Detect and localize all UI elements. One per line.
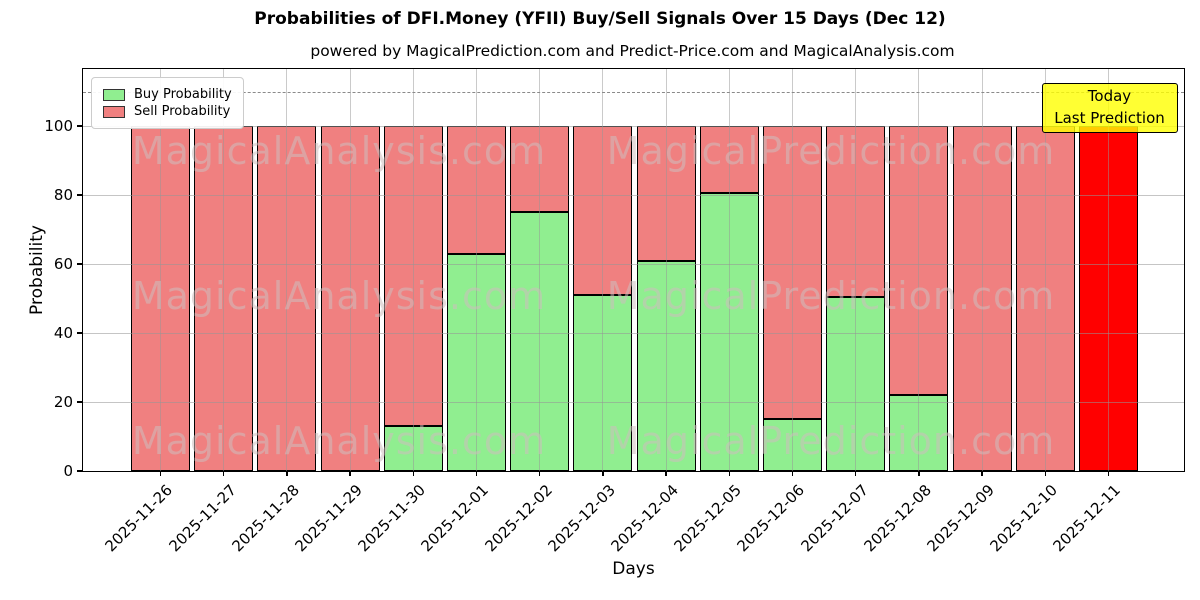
x-tick-2025-11-26: [159, 471, 162, 476]
today-annotation-line1: Today: [1087, 87, 1132, 105]
x-tick-2025-12-09: [981, 471, 983, 476]
x-tick-label-2025-12-11: 2025-12-11: [1049, 481, 1125, 556]
y-tick-0: [77, 470, 82, 472]
x-tick-2025-12-07: [855, 471, 857, 476]
watermark-analysis: MagicalAnalysis.com: [131, 274, 547, 318]
buy-color-swatch: [103, 88, 125, 101]
v-gridline-2: [286, 69, 288, 471]
x-tick-2025-12-08: [918, 471, 920, 476]
x-tick-2025-12-11: [1107, 471, 1110, 476]
chart-title: Probabilities of DFI.Money (YFII) Buy/Se…: [254, 9, 946, 29]
watermark-prediction: MagicalPrediction.com: [606, 129, 1056, 173]
watermark-analysis: MagicalAnalysis.com: [131, 419, 547, 463]
y-tick-label-0: 0: [63, 462, 73, 480]
plot-area: Probability 0 20 40 60 80 100 MagicalAnalysis.…: [27, 68, 1185, 579]
x-tick-2025-12-06: [791, 471, 794, 476]
y-tick-label-20: 20: [53, 393, 73, 411]
y-tick-80: [77, 194, 82, 196]
v-gridline-4: [412, 69, 414, 471]
v-gridline-15: [1108, 69, 1109, 471]
watermark-prediction: MagicalPrediction.com: [606, 419, 1056, 463]
legend: Buy Probability Sell Probability: [91, 77, 244, 129]
legend-label-buy: Buy Probability: [134, 87, 232, 102]
chart-subtitle: powered by MagicalPrediction.com and Pre…: [310, 42, 955, 60]
v-gridline-7: [602, 69, 604, 471]
v-gridline-5: [476, 69, 477, 471]
x-tick-2025-12-03: [602, 471, 604, 476]
legend-item-buy: Buy Probability: [103, 87, 232, 102]
y-tick-60: [77, 263, 82, 265]
x-tick-2025-12-01: [475, 471, 478, 476]
y-tick-100: [77, 125, 82, 127]
h-gridline-80: [83, 195, 1184, 196]
legend-label-sell: Sell Probability: [134, 104, 231, 119]
h-gridline-40: [83, 333, 1184, 334]
h-gridline-100: [83, 126, 1184, 127]
x-tick-2025-12-04: [665, 471, 667, 476]
x-tick-2025-11-29: [349, 471, 351, 476]
legend-item-sell: Sell Probability: [103, 104, 232, 119]
watermark-prediction: MagicalPrediction.com: [606, 274, 1056, 318]
v-gridline-9: [728, 69, 730, 471]
v-gridline-10: [792, 69, 793, 471]
x-tick-2025-11-28: [286, 471, 288, 476]
v-gridline-6: [539, 69, 541, 471]
x-tick-2025-11-30: [412, 471, 414, 476]
v-gridline-1: [223, 69, 225, 471]
x-tick-2025-12-10: [1044, 471, 1046, 476]
v-gridline-0: [160, 69, 161, 471]
v-gridline-11: [855, 69, 857, 471]
y-tick-label-40: 40: [53, 324, 73, 342]
y-tick-label-80: 80: [53, 186, 73, 204]
today-annotation: Today Last Prediction: [1041, 83, 1178, 133]
v-gridline-3: [349, 69, 351, 471]
sell-color-swatch: [103, 105, 125, 118]
x-axis-label: Days: [612, 559, 655, 579]
x-tick-2025-11-27: [223, 471, 225, 476]
h-gridline-60: [83, 264, 1184, 265]
y-tick-40: [77, 332, 82, 334]
v-gridline-8: [665, 69, 667, 471]
y-tick-label-60: 60: [53, 255, 73, 273]
watermark-analysis: MagicalAnalysis.com: [131, 129, 547, 173]
x-tick-2025-12-05: [728, 471, 730, 476]
v-gridline-14: [1044, 69, 1046, 471]
today-annotation-line2: Last Prediction: [1054, 108, 1165, 127]
v-gridline-12: [918, 69, 920, 471]
x-tick-2025-12-02: [539, 471, 541, 476]
v-gridline-13: [981, 69, 983, 471]
y-tick-label-100: 100: [44, 117, 73, 135]
h-gridline-20: [83, 402, 1184, 403]
y-tick-20: [77, 401, 82, 403]
dashed-reference-line: [83, 91, 1184, 93]
